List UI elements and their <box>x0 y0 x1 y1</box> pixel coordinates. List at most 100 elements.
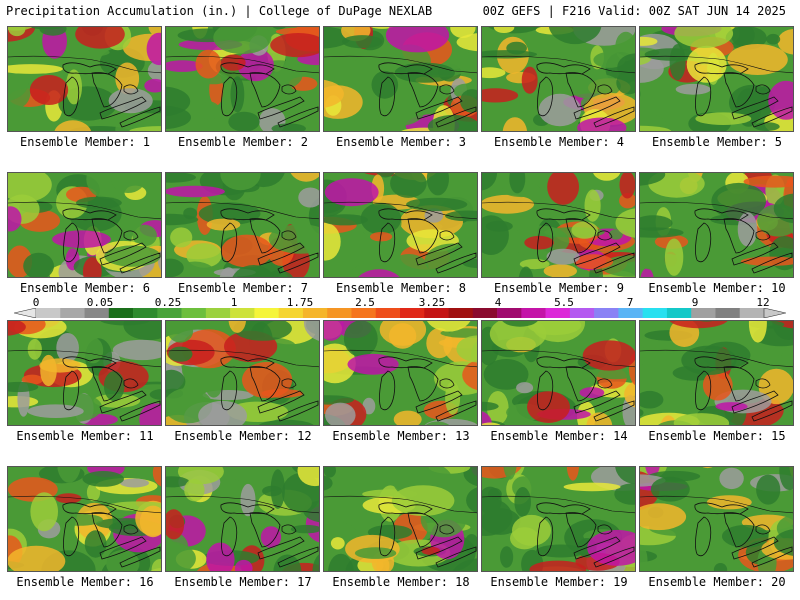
great-lakes-outline <box>119 546 161 568</box>
precip-blob <box>84 530 107 558</box>
precip-blob <box>120 478 149 488</box>
precip-field <box>324 467 477 571</box>
precip-blob <box>715 402 748 411</box>
precip-blob <box>298 187 319 208</box>
precip-field <box>324 27 477 131</box>
precip-blob <box>68 48 110 57</box>
precip-blob <box>52 467 59 468</box>
precip-blob <box>466 487 477 514</box>
colorbar-swatch <box>594 308 619 318</box>
precip-field <box>482 321 635 425</box>
precip-blob <box>324 321 344 341</box>
precip-blob <box>521 66 538 94</box>
ensemble-member-map <box>7 466 162 572</box>
precip-blob <box>694 527 727 561</box>
colorbar-swatch <box>739 308 765 318</box>
great-lakes-outline <box>536 356 591 369</box>
precip-blob <box>406 197 468 212</box>
precip-blob <box>512 514 551 546</box>
precip-field <box>640 173 793 277</box>
precip-blob <box>324 343 356 384</box>
precip-blob <box>777 28 793 55</box>
great-lakes-outline <box>435 400 477 422</box>
border-outline <box>8 349 161 368</box>
ensemble-member-label: Ensemble Member: 10 <box>648 281 786 295</box>
great-lakes-outline <box>379 370 396 411</box>
great-lakes-outline <box>573 390 621 414</box>
precip-blob <box>673 413 730 425</box>
precip-blob <box>615 208 635 238</box>
great-lakes-outline <box>257 390 305 414</box>
precip-blob <box>56 333 79 363</box>
great-lakes-outline <box>694 208 749 221</box>
ensemble-member-map <box>481 26 636 132</box>
precip-blob <box>424 208 444 223</box>
great-lakes-outline <box>731 96 779 120</box>
colorbar-swatch <box>472 308 498 318</box>
precip-blob <box>766 33 781 45</box>
precip-field <box>8 173 161 277</box>
precip-blob <box>582 340 635 371</box>
precip-field <box>8 27 161 131</box>
great-lakes-outline <box>63 370 80 411</box>
ensemble-member-label: Ensemble Member: 4 <box>493 135 625 149</box>
precip-blob <box>166 185 225 198</box>
great-lakes-outline <box>415 536 463 560</box>
colorbar-tick-label: 0.25 <box>154 296 182 309</box>
precip-blob <box>702 467 713 469</box>
precip-blob <box>518 266 534 277</box>
colorbar-swatch <box>497 308 522 318</box>
precip-blob <box>566 73 621 100</box>
great-lakes-outline <box>536 502 591 515</box>
great-lakes-outline <box>378 62 433 75</box>
precip-blob <box>82 257 102 277</box>
precip-blob <box>218 478 243 494</box>
precip-field <box>640 321 793 425</box>
great-lakes-outline <box>439 378 455 389</box>
great-lakes-outline <box>257 96 305 120</box>
precip-blob <box>393 410 422 425</box>
great-lakes-outline <box>695 516 712 557</box>
precip-blob <box>8 64 63 74</box>
precip-blob <box>166 173 196 183</box>
precip-field <box>166 173 319 277</box>
ensemble-member-label: Ensemble Member: 18 <box>332 575 470 589</box>
colorbar-tick-label: 0 <box>32 296 40 309</box>
precip-blob <box>614 483 635 505</box>
precip-blob <box>514 487 531 517</box>
precip-blob <box>52 230 111 248</box>
precip-blob <box>376 173 395 178</box>
great-lakes-outline <box>439 230 455 241</box>
great-lakes-outline <box>62 208 117 221</box>
great-lakes-outline <box>593 546 635 568</box>
precip-blob <box>527 391 570 423</box>
precip-blob <box>462 258 477 269</box>
colorbar-swatch <box>642 308 668 318</box>
ensemble-member-label: Ensemble Member: 7 <box>177 281 309 295</box>
precip-blob <box>28 27 65 30</box>
ensemble-member-map <box>639 320 794 426</box>
precip-blob <box>756 474 781 505</box>
colorbar-tick-label: 2.5 <box>355 296 375 309</box>
precip-blob <box>213 27 272 55</box>
precip-blob <box>445 381 461 415</box>
precip-blob <box>482 194 534 214</box>
precip-blob <box>727 44 788 75</box>
precip-blob <box>324 79 344 108</box>
precip-blob <box>146 32 161 66</box>
precip-blob <box>199 101 220 120</box>
precip-blob <box>548 27 602 45</box>
precip-blob <box>768 80 793 120</box>
great-lakes-outline <box>257 536 305 560</box>
precip-blob <box>152 467 161 487</box>
precip-blob <box>330 537 345 550</box>
great-lakes-outline <box>221 76 238 117</box>
ensemble-member-label: Ensemble Member: 2 <box>177 135 309 149</box>
ensemble-member-label: Ensemble Member: 19 <box>490 575 628 589</box>
great-lakes-outline <box>277 252 319 274</box>
precip-blob <box>123 321 161 341</box>
colorbar-swatch <box>351 308 377 318</box>
precip-blob <box>234 559 253 571</box>
precip-blob <box>166 540 196 571</box>
precip-blob <box>103 371 125 402</box>
